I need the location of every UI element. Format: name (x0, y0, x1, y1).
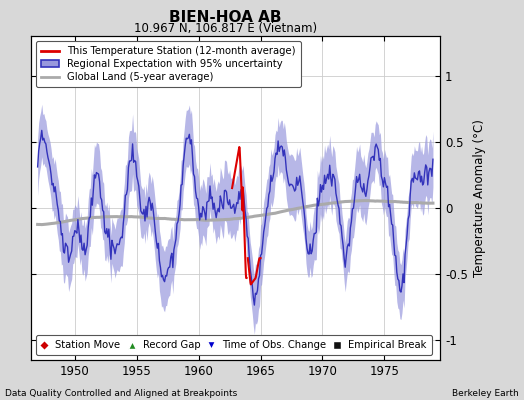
Text: 10.967 N, 106.817 E (Vietnam): 10.967 N, 106.817 E (Vietnam) (134, 22, 317, 35)
Legend: Station Move, Record Gap, Time of Obs. Change, Empirical Break: Station Move, Record Gap, Time of Obs. C… (37, 335, 432, 355)
Y-axis label: Temperature Anomaly (°C): Temperature Anomaly (°C) (474, 119, 486, 277)
Text: BIEN-HOA AB: BIEN-HOA AB (169, 10, 281, 25)
Text: Data Quality Controlled and Aligned at Breakpoints: Data Quality Controlled and Aligned at B… (5, 389, 237, 398)
Text: Berkeley Earth: Berkeley Earth (452, 389, 519, 398)
